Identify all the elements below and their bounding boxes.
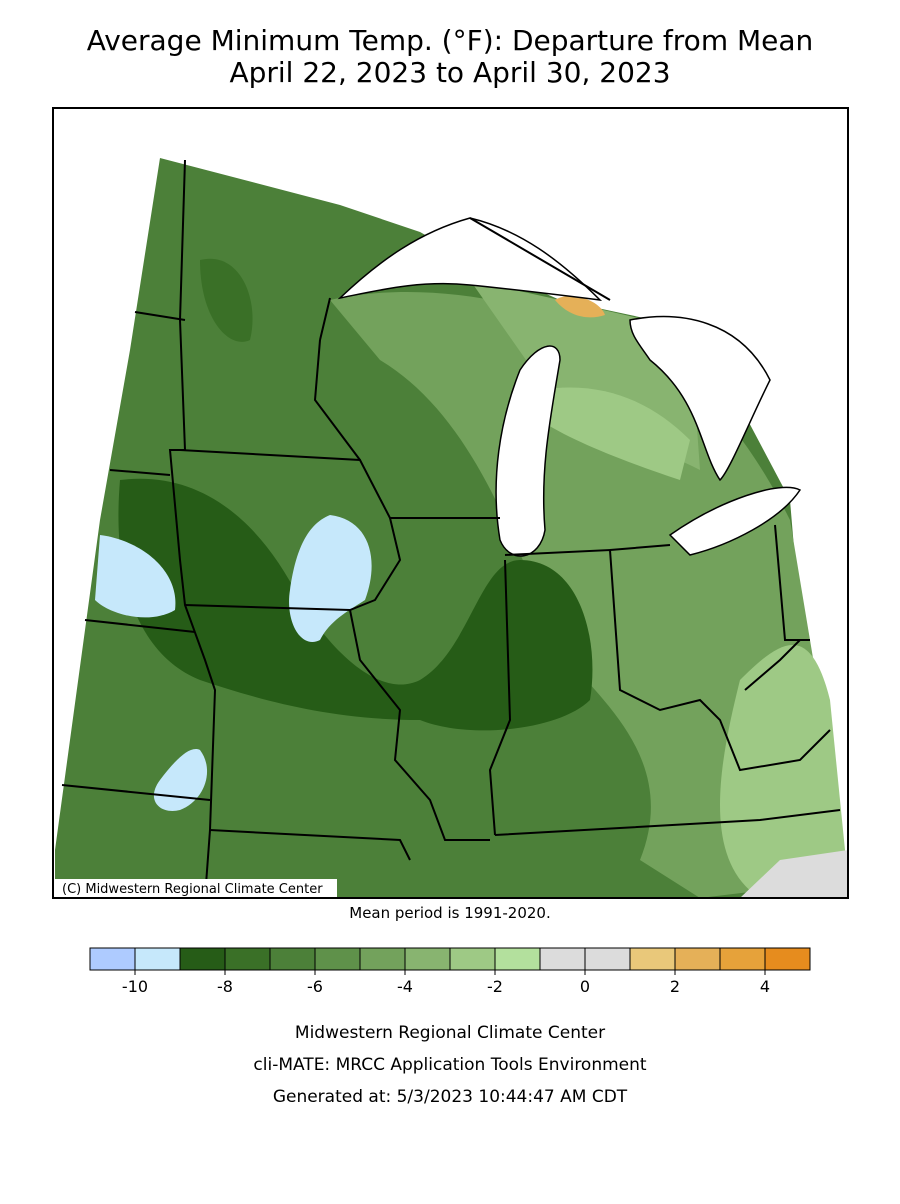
state-borders [61,159,841,899]
region-east [720,645,848,898]
subtitle: April 22, 2023 to April 30, 2023 [229,56,670,89]
legend-tick-label: -4 [397,977,413,996]
footer-line: cli-MATE: MRCC Application Tools Environ… [253,1055,646,1075]
region-cold [95,535,176,618]
region-lighter [540,387,690,480]
legend-swatch [764,947,811,971]
mean-note: Mean period is 1991-2020. [349,904,550,922]
legend-tick-label: -6 [307,977,323,996]
region-dark [118,478,593,731]
legend-swatch [359,947,406,971]
region-warm [555,295,605,318]
legend-tick-label: 2 [670,977,680,996]
credit-box [55,879,337,897]
map-frame [52,107,849,899]
legend-tick-label: -10 [122,977,148,996]
lake-michigan [495,345,561,557]
credit: (C) Midwestern Regional Climate Center [62,882,323,897]
footer-line: Generated at: 5/3/2023 10:44:47 AM CDT [273,1087,628,1107]
legend-tick-label: 0 [580,977,590,996]
legend-swatch [449,947,496,971]
footer: Midwestern Regional Climate Center cli-MA… [253,1023,646,1107]
region-cold-iowa [289,515,372,642]
legend-swatch [89,947,136,971]
legend-swatch [314,947,361,971]
legend-swatch [719,947,766,971]
legend-swatch [629,947,676,971]
legend-swatch [494,947,541,971]
legend-swatch [539,947,586,971]
legend-swatch [179,947,226,971]
legend: -10 -8 -6 -4 -2 0 2 4 [89,947,811,996]
legend-tick-label: -2 [487,977,503,996]
lake-huron [629,315,771,482]
legend-swatch [674,947,721,971]
legend-swatch [404,947,451,971]
lake-superior [337,217,603,302]
legend-swatch [224,947,271,971]
footer-line: Midwestern Regional Climate Center [295,1023,605,1043]
legend-tick-label: 4 [760,977,770,996]
region-gray [740,850,848,898]
legend-swatch [134,947,181,971]
map: (C) Midwestern Regional Climate Center [52,107,849,899]
legend-tick-label: -8 [217,977,233,996]
legend-swatch [269,947,316,971]
lake-erie [668,486,802,556]
legend-swatch [584,947,631,971]
region-dark-north [200,258,253,342]
title: Average Minimum Temp. (°F): Departure fr… [87,24,814,57]
